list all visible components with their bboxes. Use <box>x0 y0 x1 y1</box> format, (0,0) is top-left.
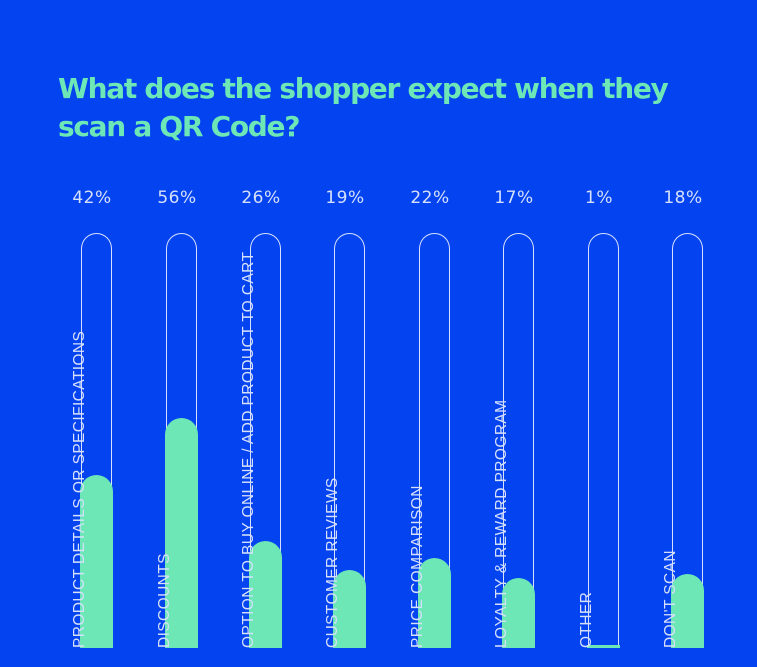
bar-value-label: 56% <box>157 188 197 208</box>
bar-category-label: DON'T SCAN <box>662 550 679 648</box>
bar-track <box>250 233 281 648</box>
bar-track <box>419 233 450 648</box>
bar-track <box>334 233 365 648</box>
bar-category-label: PRODUCT DETAILS OR SPECIFICATIONS <box>71 330 88 648</box>
bar-group: 26% OPTION TO BUY ONLINE / ADD PRODUCT TO… <box>219 0 303 667</box>
bar-fill <box>418 558 451 648</box>
bar-category-label: PRICE COMPARISON <box>409 485 426 648</box>
bar-fill <box>502 578 535 648</box>
bar-value-label: 17% <box>494 188 534 208</box>
bar-value-label: 1% <box>585 188 613 208</box>
bar-group: 42% PRODUCT DETAILS OR SPECIFICATIONS <box>50 0 134 667</box>
bar-group: 17% LOYALTY & REWARD PROGRAM <box>472 0 556 667</box>
bar-group: 18% DON'T SCAN <box>641 0 725 667</box>
bar-category-label: OPTION TO BUY ONLINE / ADD PRODUCT TO CA… <box>240 251 257 648</box>
bar-group: 19% CUSTOMER REVIEWS <box>303 0 387 667</box>
bar-category-label: CUSTOMER REVIEWS <box>324 477 341 648</box>
bar-fill <box>587 645 620 648</box>
chart-title: What does the shopper expect when they s… <box>58 72 669 143</box>
bar-value-label: 42% <box>72 188 112 208</box>
bar-fill <box>333 570 366 648</box>
bar-group: 56% DISCOUNTS <box>135 0 219 667</box>
bar-track <box>503 233 534 648</box>
bar-value-label: 18% <box>663 188 703 208</box>
bar-value-label: 19% <box>325 188 365 208</box>
bar-category-label: LOYALTY & REWARD PROGRAM <box>493 399 510 648</box>
bar-category-label: DISCOUNTS <box>156 553 173 648</box>
bar-track <box>672 233 703 648</box>
bar-value-label: 26% <box>241 188 281 208</box>
bar-fill <box>671 574 704 648</box>
bar-value-label: 22% <box>410 188 450 208</box>
bar-track <box>588 233 619 648</box>
bar-fill <box>249 541 282 648</box>
bar-category-label: OTHER <box>578 591 595 648</box>
bar-fill <box>80 475 113 648</box>
bar-group: 1% OTHER <box>557 0 641 667</box>
bar-group: 22% PRICE COMPARISON <box>388 0 472 667</box>
bar-fill <box>165 418 198 648</box>
bar-track <box>81 233 112 648</box>
